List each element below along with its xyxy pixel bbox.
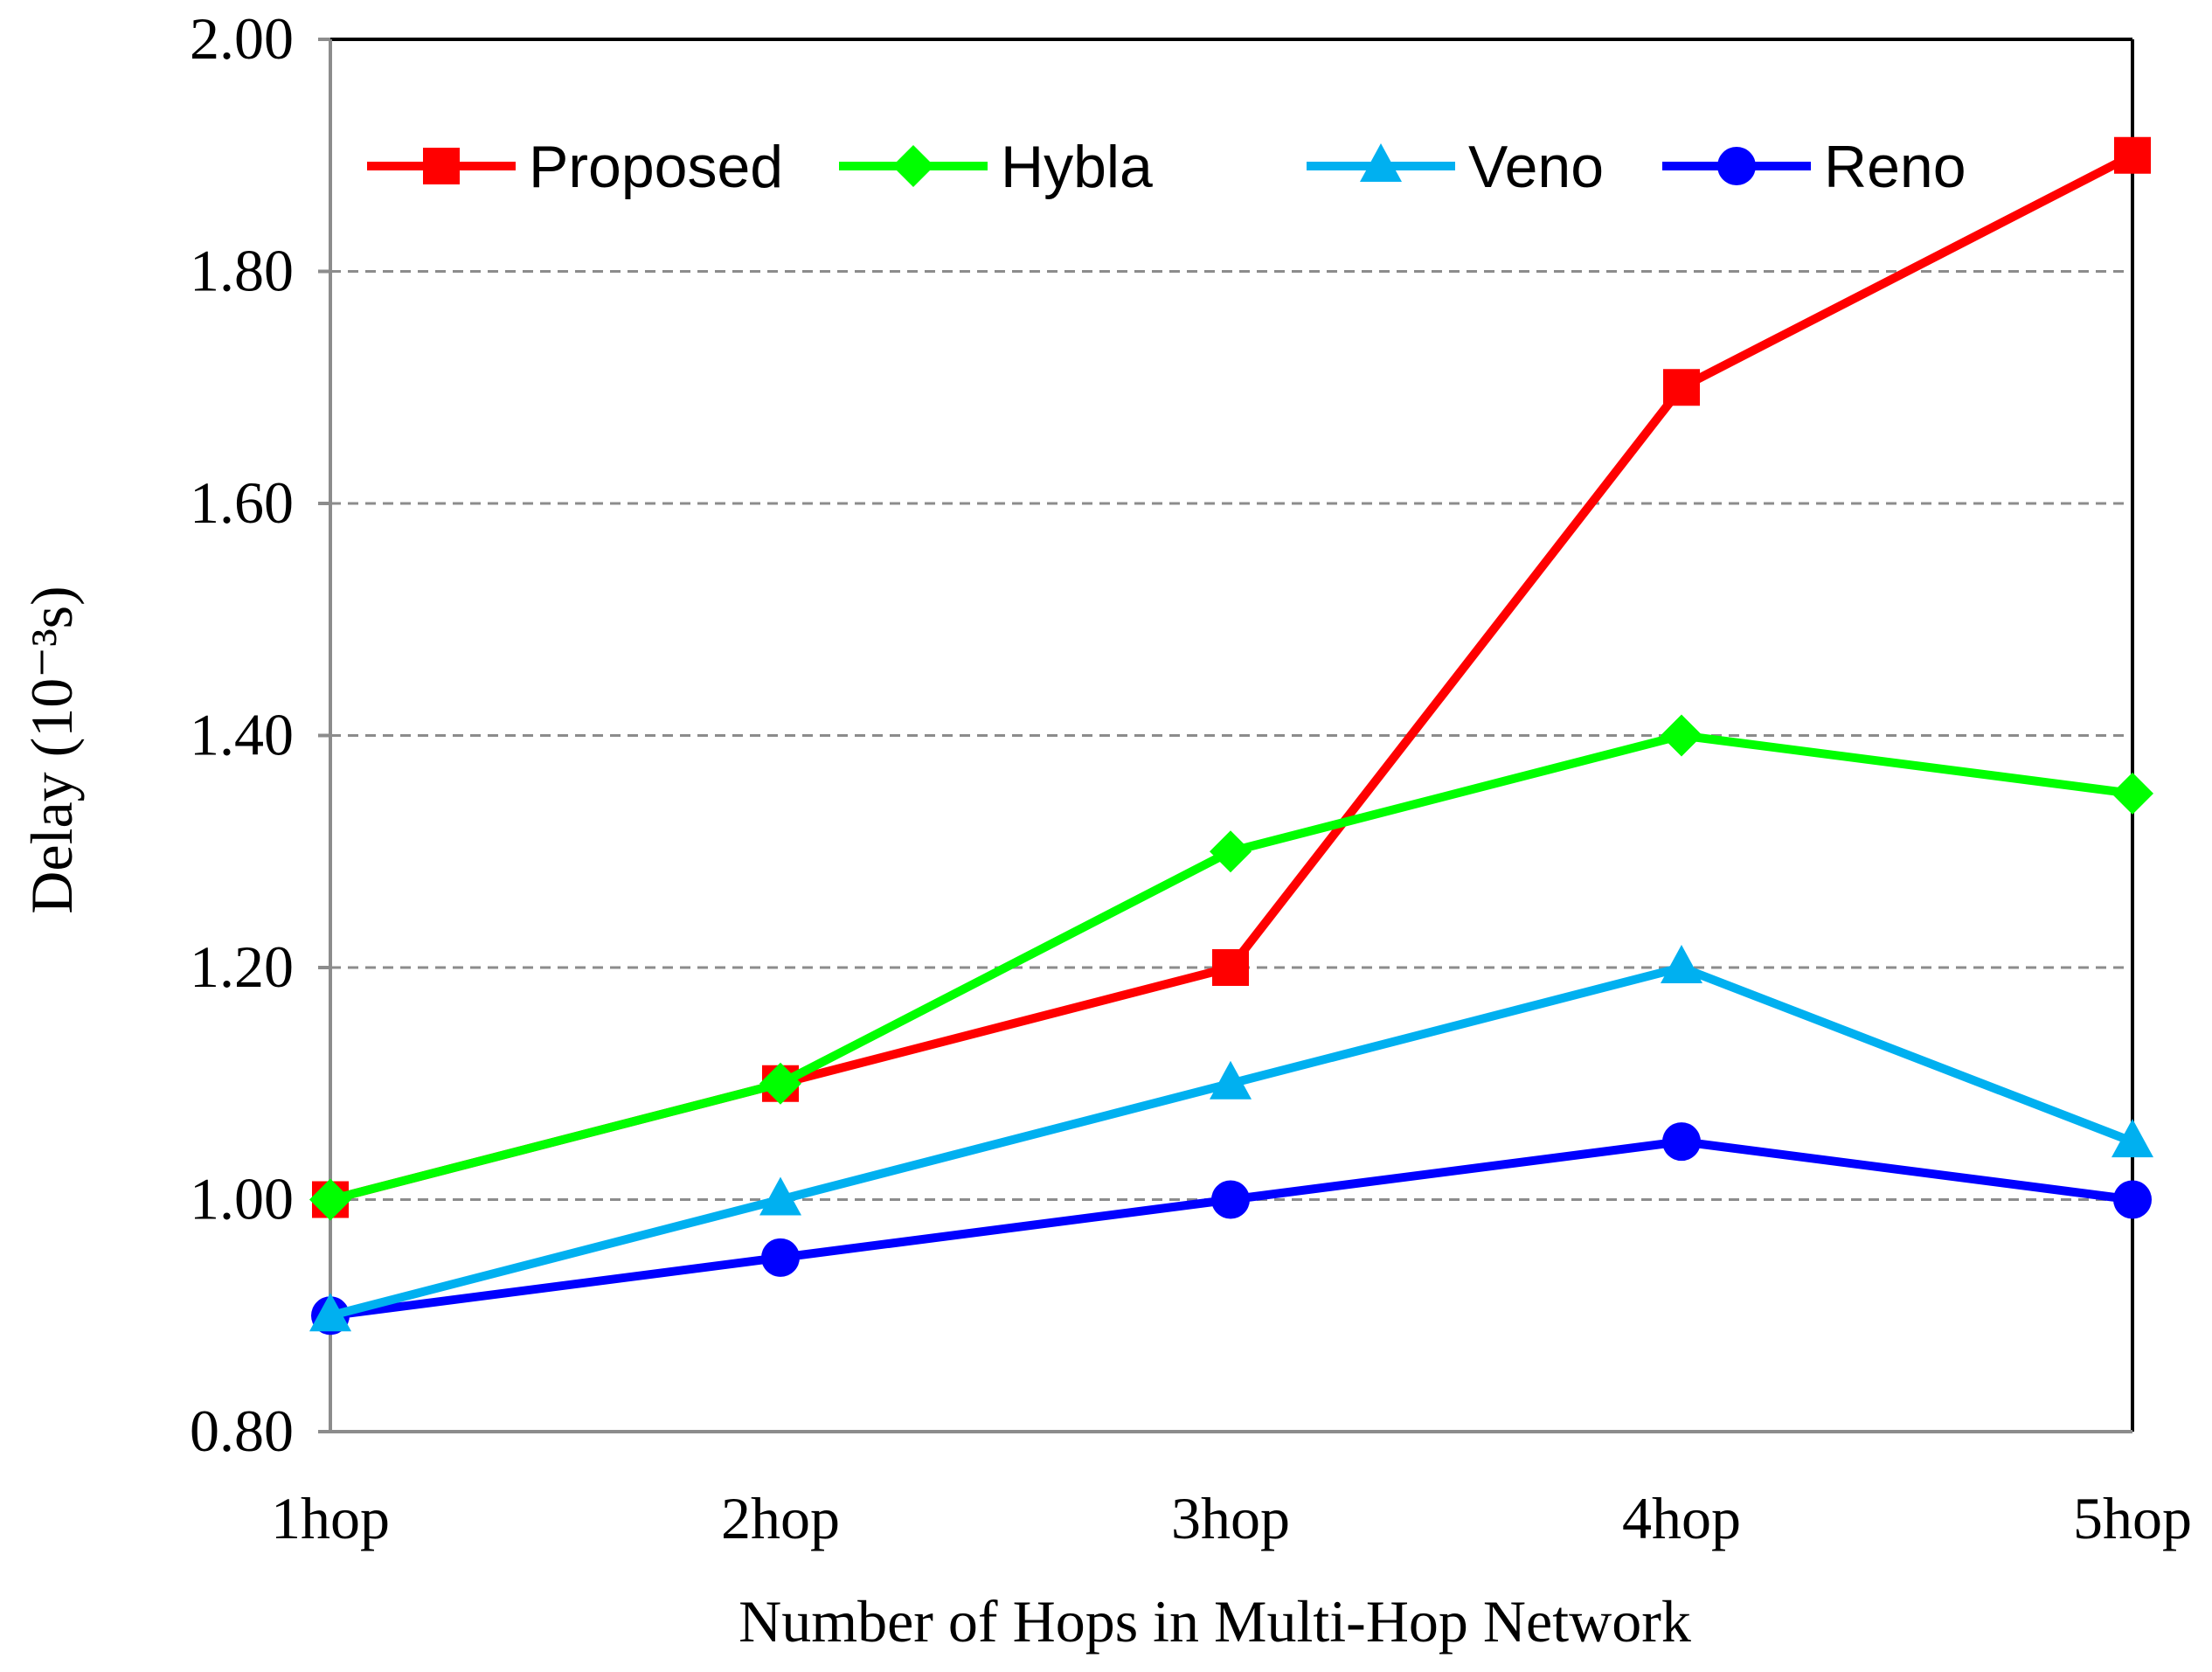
y-axis-ticks: 0.80 1.00 1.20 1.40 1.60 1.80 2.00 [190, 5, 294, 1464]
data-point-reno [2113, 1180, 2152, 1219]
data-point-reno [1662, 1122, 1701, 1162]
y-tick-label: 1.60 [190, 469, 294, 536]
legend-label: Hybla [1001, 134, 1153, 200]
legend-item-hybla: Hybla [839, 134, 1153, 200]
x-tick-label: 4hop [1622, 1485, 1741, 1551]
x-tick-label: 1hop [271, 1485, 390, 1551]
data-point-hybla [759, 1062, 801, 1105]
legend-item-veno: Veno [1307, 134, 1604, 200]
data-point-veno [309, 1293, 351, 1332]
y-tick-label: 1.80 [190, 238, 294, 304]
y-tick-label: 1.20 [190, 933, 294, 1000]
x-tick-label: 2hop [721, 1485, 840, 1551]
data-point-hybla [1661, 714, 1702, 757]
legend-label: Reno [1824, 134, 1966, 200]
y-tick-label: 2.00 [190, 5, 294, 72]
data-point-proposed [1663, 369, 1700, 406]
data-point-proposed [1212, 949, 1249, 986]
y-axis-title: Delay (10⁻³s) [18, 586, 85, 913]
legend-item-reno: Reno [1662, 134, 1966, 200]
data-point-veno [2111, 1119, 2153, 1158]
data-point-reno [1211, 1180, 1250, 1219]
legend-item-proposed: Proposed [367, 134, 783, 200]
x-axis-title: Number of Hops in Multi-Hop Network [738, 1588, 1691, 1655]
data-point-veno [1661, 945, 1702, 983]
data-series [309, 136, 2153, 1336]
y-tick-label: 0.80 [190, 1398, 294, 1464]
x-tick-label: 5hop [2073, 1485, 2192, 1551]
legend-marker [423, 148, 460, 184]
series-reno [311, 1122, 2152, 1336]
y-tick-label: 1.40 [190, 702, 294, 768]
x-tick-label: 3hop [1171, 1485, 1290, 1551]
x-axis-ticks: 1hop 2hop 3hop 4hop 5hop [271, 1485, 2192, 1551]
data-point-proposed [2114, 136, 2151, 174]
legend: Proposed Hybla Veno Reno [367, 134, 1966, 200]
series-veno [309, 945, 2153, 1332]
legend-label: Veno [1468, 134, 1604, 200]
data-point-hybla [2111, 772, 2153, 815]
data-point-hybla [309, 1178, 351, 1221]
data-point-hybla [1210, 830, 1252, 873]
series-hybla [309, 714, 2153, 1221]
legend-marker [892, 145, 934, 187]
legend-marker [1360, 143, 1402, 182]
legend-marker [1717, 147, 1756, 185]
data-point-veno [759, 1176, 801, 1216]
data-point-veno [1210, 1060, 1252, 1100]
legend-label: Proposed [529, 134, 783, 200]
data-point-reno [761, 1238, 800, 1277]
y-tick-label: 1.00 [190, 1166, 294, 1232]
